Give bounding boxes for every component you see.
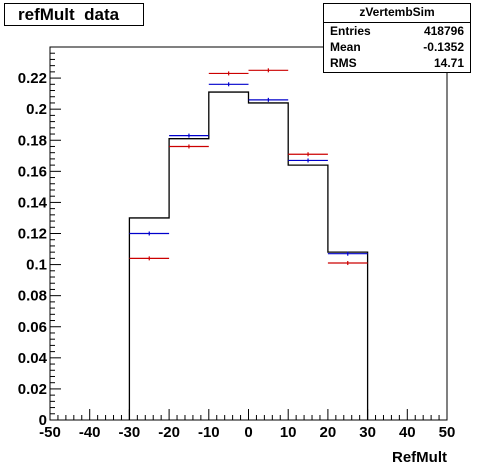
x-tick-label: -10	[198, 424, 220, 441]
x-tick-label: -50	[39, 424, 61, 441]
y-axis: 0 0.02 0.04 0.06 0.08 0.1 0.12 0.14 0.16 0.18 0.2 0…	[18, 46, 61, 429]
x-tick-label: 30	[359, 424, 376, 441]
stats-name: zVertembSim	[324, 4, 470, 23]
blue-data-point	[208, 82, 249, 87]
x-tick-label: 20	[320, 424, 337, 441]
y-tick-label: 0.06	[18, 319, 47, 336]
x-tick-label: 40	[399, 424, 416, 441]
y-tick-label: 0.16	[18, 163, 47, 180]
y-tick-label: 0.22	[18, 70, 47, 87]
y-tick-label: 0.12	[18, 226, 47, 243]
x-tick-label: 0	[244, 424, 252, 441]
y-tick-label: 0.14	[18, 194, 48, 211]
blue-data-point	[288, 158, 328, 163]
y-tick-label: 0.08	[18, 288, 47, 305]
x-tick-label: -20	[158, 424, 180, 441]
y-tick-label: 0.2	[26, 101, 47, 118]
stats-box: zVertembSim Entries 418796 Mean -0.1352 …	[323, 3, 471, 73]
x-tick-label: -30	[119, 424, 141, 441]
stats-label: RMS	[330, 56, 357, 70]
red-data-point	[169, 144, 209, 149]
x-axis-label: RefMult	[392, 449, 447, 466]
marker-series	[129, 68, 368, 266]
blue-data-point	[327, 251, 368, 256]
y-tick-label: 0.02	[18, 381, 47, 398]
stats-label: Mean	[330, 40, 361, 54]
y-tick-label: 0.1	[26, 257, 47, 274]
y-tick-label: 0.04	[18, 350, 48, 367]
x-tick-label: -40	[79, 424, 101, 441]
y-tick-label: 0.18	[18, 132, 47, 149]
stats-row-rms: RMS 14.71	[324, 55, 470, 71]
y-tick-label: 0	[39, 412, 47, 429]
blue-data-point	[248, 97, 289, 102]
plot-title: refMult data	[4, 3, 144, 26]
stats-label: Entries	[330, 24, 371, 38]
histogram-outline	[128, 91, 369, 420]
x-tick-label: 10	[280, 424, 297, 441]
histogram-series	[128, 91, 369, 420]
stats-value: -0.1352	[423, 40, 464, 54]
red-data-point	[129, 256, 170, 261]
red-data-point	[288, 152, 328, 157]
x-axis: -50 -40 -30 -20 -10 0 10 20 30 40 50	[39, 409, 455, 441]
stats-row-mean: Mean -0.1352	[324, 39, 470, 55]
red-data-point	[248, 68, 289, 73]
red-data-point	[327, 261, 368, 266]
x-tick-label: 50	[439, 424, 456, 441]
stats-value: 418796	[423, 24, 464, 38]
blue-data-point	[129, 231, 170, 236]
stats-row-entries: Entries 418796	[324, 23, 470, 39]
blue-data-point	[169, 133, 209, 138]
red-data-point	[208, 71, 249, 76]
stats-value: 14.71	[433, 56, 464, 70]
